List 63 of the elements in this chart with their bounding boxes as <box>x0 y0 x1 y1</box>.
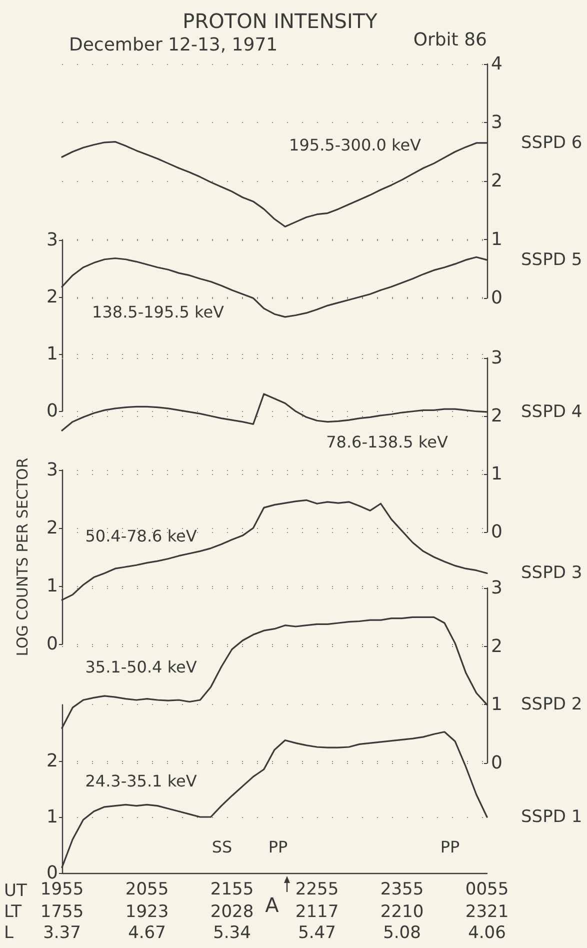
text: 4.06 <box>468 923 506 943</box>
series-label: SSPD 5 <box>521 250 582 270</box>
text: 1923 <box>125 902 169 922</box>
text: 4.67 <box>128 923 166 943</box>
y2-tick-label: 1 <box>491 229 502 250</box>
y-tick-label: 2 <box>46 750 58 772</box>
y2-tick-label: 4 <box>491 54 502 74</box>
y2-tick-label: 0 <box>491 752 502 774</box>
y2-tick-label: 2 <box>491 636 502 657</box>
x-tick-label: 2155 <box>210 880 254 900</box>
y2-tick-label: 1 <box>491 464 502 484</box>
text: L <box>4 923 14 943</box>
annotation: 78.6-138.5 keV <box>326 432 448 452</box>
y-tick-label: 3 <box>46 230 58 250</box>
y-tick-label: 0 <box>46 400 58 422</box>
y-tick-label: 1 <box>46 344 58 364</box>
text: 2117 <box>295 902 339 922</box>
y-tick-label: 1 <box>46 576 58 596</box>
y-tick-label: 2 <box>46 286 58 308</box>
text: 5.08 <box>383 923 421 943</box>
annotation: 195.5-300.0 keV <box>289 136 422 154</box>
text: A <box>265 893 280 917</box>
chart-title: PROTON INTENSITY <box>182 9 378 33</box>
text: LT <box>4 902 22 922</box>
y2-tick-label: 1 <box>491 694 502 716</box>
series-label: SSPD 1 <box>521 807 582 827</box>
y2-tick-label: 0 <box>491 522 502 542</box>
series-label: SSPD 2 <box>521 694 582 715</box>
y-tick-label: 1 <box>46 806 58 828</box>
chart-subtitle: December 12-13, 1971 <box>69 34 278 56</box>
x-tick-label: 0055 <box>465 880 509 900</box>
text: Orbit 86 <box>413 30 487 50</box>
y2-tick-label: 2 <box>491 170 502 192</box>
series-label: SSPD 4 <box>521 402 582 422</box>
y-axis-title: LOG COUNTS PER SECTOR <box>14 458 32 656</box>
text: 3.37 <box>43 923 81 943</box>
x-tick-label: 2055 <box>125 880 169 900</box>
annotation: SS <box>212 838 232 856</box>
text: 2321 <box>465 902 509 922</box>
y-tick-label: 2 <box>46 518 58 538</box>
x-tick-label: 2355 <box>380 880 424 900</box>
series-label: SSPD 6 <box>521 132 582 153</box>
y2-tick-label: 3 <box>491 348 502 368</box>
y2-tick-label: 3 <box>491 112 502 133</box>
annotation: 24.3-35.1 keV <box>85 772 197 790</box>
annotation: PP <box>440 838 460 856</box>
y-tick-label: 0 <box>46 634 58 654</box>
series-label: SSPD 3 <box>521 563 582 584</box>
annotation: PP <box>268 838 288 856</box>
annotation: 35.1-50.4 keV <box>85 658 197 676</box>
y-tick-label: 3 <box>46 460 58 480</box>
y2-tick-label: 0 <box>491 288 502 308</box>
y2-tick-label: 3 <box>491 578 502 598</box>
y2-tick-label: 2 <box>491 406 502 426</box>
annotation: 50.4-78.6 keV <box>85 526 197 546</box>
text: 5.47 <box>298 923 336 943</box>
text: UT <box>4 881 28 901</box>
text: 2028 <box>210 902 254 922</box>
text: 1755 <box>40 902 84 922</box>
annotation: 138.5-195.5 keV <box>92 302 224 322</box>
text: 2210 <box>380 902 424 922</box>
x-tick-label: 2255 <box>295 880 339 900</box>
text: 5.34 <box>213 923 251 943</box>
